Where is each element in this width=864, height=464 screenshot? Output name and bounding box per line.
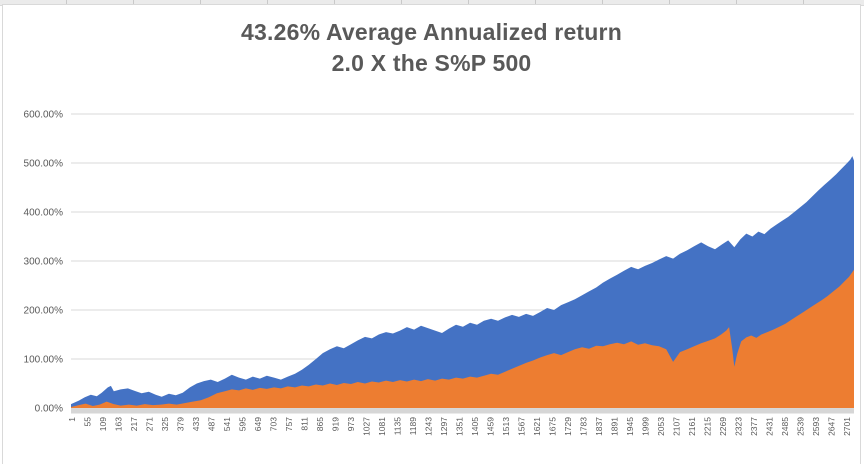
x-axis-tick-label: 1513 [501, 417, 511, 436]
x-axis-tick-label: 1351 [455, 417, 465, 436]
chart-title-line1: 43.26% Average Annualized return [241, 19, 622, 45]
y-axis-tick-label: 500.00% [24, 159, 64, 170]
x-axis-tick-label: 2269 [718, 417, 728, 436]
blue-area-series [71, 156, 854, 408]
chart-title-line2: 2.0 X the S%P 500 [331, 50, 532, 76]
x-axis-tick-label: 2215 [703, 417, 713, 436]
x-axis-tick-label: 2701 [842, 417, 852, 436]
x-axis-tick-label: 2377 [749, 417, 759, 436]
x-axis-tick-label: 379 [176, 417, 186, 431]
x-axis-tick-label: 163 [114, 417, 124, 431]
x-axis-tick-label: 757 [284, 417, 294, 431]
x-axis-tick-label: 2107 [672, 417, 682, 436]
x-axis-tick-label: 1729 [563, 417, 573, 436]
x-axis-tick-label: 2539 [796, 417, 806, 436]
x-axis-tick-label: 1621 [532, 417, 542, 436]
y-axis-tick-label: 100.00% [24, 355, 64, 366]
x-axis-tick-label: 1405 [470, 417, 480, 436]
x-axis-tick-label: 811 [300, 417, 310, 431]
x-axis-tick-label: 1081 [377, 417, 387, 436]
x-axis-tick-label: 2593 [811, 417, 821, 436]
x-axis-tick-label: 919 [331, 417, 341, 431]
x-axis-tick-label: 865 [315, 417, 325, 431]
x-axis-tick-label: 1 [67, 417, 77, 422]
x-axis-tick-label: 1675 [548, 417, 558, 436]
x-axis-tick-label: 1999 [641, 417, 651, 436]
x-axis-tick-label: 2053 [656, 417, 666, 436]
x-axis-tick-label: 1135 [393, 417, 403, 436]
x-axis-tick-label: 1945 [625, 417, 635, 436]
y-axis-tick-label: 0.00% [35, 404, 63, 415]
x-axis-tick-label: 2431 [765, 417, 775, 436]
x-axis-band [71, 408, 854, 414]
x-axis-tick-label: 487 [207, 417, 217, 431]
x-axis-tick-label: 973 [346, 417, 356, 431]
x-axis-tick-label: 595 [238, 417, 248, 431]
x-axis-tick-label: 541 [222, 417, 232, 431]
x-axis-tick-label: 433 [191, 417, 201, 431]
x-axis-tick-label: 1891 [610, 417, 620, 436]
chart-area[interactable]: 43.26% Average Annualized return 2.0 X t… [2, 4, 861, 464]
y-axis-tick-label: 400.00% [24, 208, 64, 219]
x-axis-tick-label: 1027 [362, 417, 372, 436]
y-axis-tick-label: 300.00% [24, 257, 64, 268]
y-axis-tick-label: 200.00% [24, 306, 64, 317]
x-axis-tick-label: 109 [98, 417, 108, 431]
x-axis-tick-label: 2485 [780, 417, 790, 436]
x-axis-tick-label: 1189 [408, 417, 418, 436]
x-axis-tick-label: 1243 [424, 417, 434, 436]
x-axis-tick-label: 2323 [734, 417, 744, 436]
x-axis-tick-label: 649 [253, 417, 263, 431]
x-axis-tick-label: 217 [129, 417, 139, 431]
x-axis-tick-label: 1297 [439, 417, 449, 436]
x-axis-tick-label: 703 [269, 417, 279, 431]
x-axis-tick-label: 1567 [517, 417, 527, 436]
x-axis-tick-label: 1837 [594, 417, 604, 436]
x-axis-tick-label: 2647 [827, 417, 837, 436]
x-axis-tick-label: 1783 [579, 417, 589, 436]
x-axis-tick-label: 55 [83, 417, 93, 427]
orange-area-series [71, 269, 854, 408]
x-axis-tick-label: 1459 [486, 417, 496, 436]
chart-plot: 0.00% 100.00% 200.00% 300.00% 400.00% 500.00%… [24, 110, 854, 436]
y-axis-tick-label: 600.00% [24, 110, 64, 121]
x-axis-tick-label: 2161 [687, 417, 697, 436]
chart-title[interactable]: 43.26% Average Annualized return 2.0 X t… [3, 17, 860, 79]
x-axis-tick-label: 271 [145, 417, 155, 431]
x-axis-tick-label: 325 [160, 417, 170, 431]
